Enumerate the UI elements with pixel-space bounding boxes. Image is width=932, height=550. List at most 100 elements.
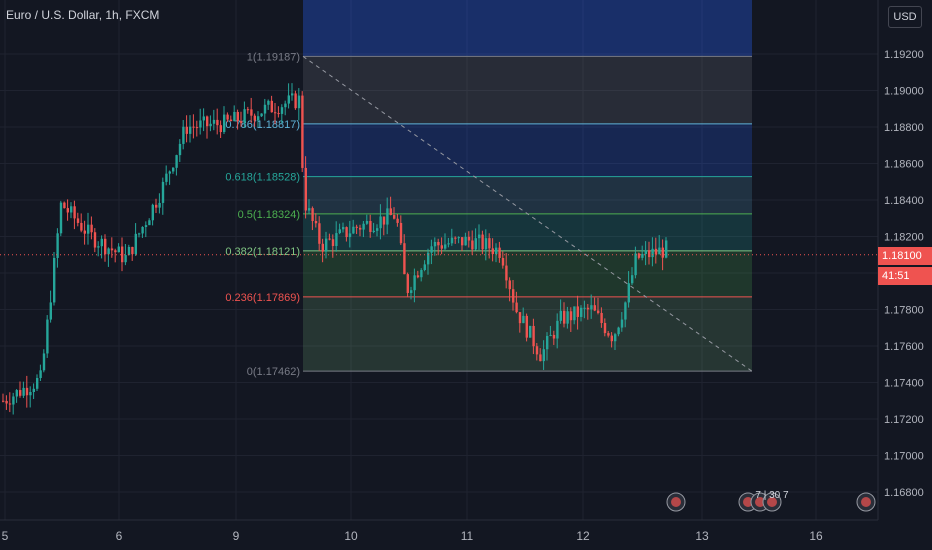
candles [2, 83, 668, 415]
candle-body [420, 270, 423, 278]
event-flag-icon [671, 497, 681, 507]
candle-body [583, 307, 586, 309]
candle-body [90, 224, 93, 233]
candle-body [396, 218, 399, 223]
candle-body [624, 302, 627, 320]
candle-body [478, 234, 481, 239]
candle-body [97, 246, 100, 248]
current-price-tag: 1.18100 [878, 247, 932, 265]
candle-body [525, 315, 528, 338]
time-tick-label: 10 [344, 529, 358, 543]
candle-body [219, 125, 222, 133]
candle-body [464, 236, 467, 246]
price-tick-label: 1.17600 [884, 341, 924, 353]
candle-body [192, 126, 195, 128]
candle-body [15, 390, 18, 397]
candle-body [512, 289, 515, 303]
candle-body [8, 403, 12, 405]
candle-body [70, 206, 73, 213]
candle-body [131, 246, 134, 255]
event-count-label: 7 | 30 7 [755, 490, 789, 501]
fib-level-label: 0(1.17462) [247, 366, 300, 378]
candle-body [488, 238, 491, 249]
fib-level-label: 1(1.19187) [247, 51, 300, 63]
candle-body [641, 254, 644, 258]
candle-body [314, 220, 318, 224]
time-tick-label: 16 [809, 529, 823, 543]
candle-body [505, 265, 508, 281]
candle-body [471, 240, 474, 250]
candle-body [195, 127, 199, 129]
candle-body [430, 246, 433, 253]
candle-body [518, 312, 522, 324]
candle-body [73, 206, 76, 219]
fib-level-label: 0.382(1.18121) [225, 246, 300, 258]
bar-countdown-tag: 41:51 [878, 267, 932, 285]
candle-body [369, 220, 372, 232]
candle-body [403, 243, 406, 275]
candle-body [110, 248, 114, 251]
time-tick-label: 5 [2, 529, 9, 543]
candle-body [161, 181, 165, 203]
candle-body [495, 247, 498, 255]
candle-body [566, 311, 569, 324]
candle-body [508, 280, 511, 290]
candle-body [569, 311, 573, 321]
candle-body [155, 204, 158, 208]
candle-body [87, 224, 90, 234]
candle-body [165, 173, 168, 182]
price-tick-label: 1.17400 [884, 378, 924, 390]
candle-body [121, 246, 124, 263]
candle-body [226, 114, 229, 120]
event-flag-icon [743, 497, 753, 507]
price-tick-label: 1.18600 [884, 159, 924, 171]
candle-body [189, 126, 192, 134]
candle-body [539, 354, 542, 362]
fib-zone [303, 250, 752, 297]
candle-body [158, 202, 161, 208]
candle-body [144, 225, 148, 227]
candle-body [321, 243, 324, 252]
candle-body [257, 116, 260, 121]
price-tick-label: 1.17800 [884, 305, 924, 317]
candle-body [175, 155, 178, 168]
candle-body [348, 233, 352, 238]
price-tick-label: 1.17200 [884, 414, 924, 426]
candle-body [185, 126, 188, 134]
candle-body [29, 391, 32, 396]
candle-body [406, 274, 409, 293]
candle-body [413, 275, 416, 291]
candle-body [665, 240, 668, 258]
candle-body [335, 233, 338, 247]
candle-body [437, 241, 440, 246]
candle-body [559, 310, 562, 321]
candle-body [202, 116, 205, 121]
candle-body [297, 95, 301, 109]
candle-body [216, 119, 219, 126]
candle-body [382, 216, 386, 225]
candle-body [182, 126, 185, 144]
currency-button[interactable]: USD [888, 6, 922, 28]
candle-body [484, 238, 488, 250]
candle-body [42, 353, 46, 371]
candle-body [308, 208, 311, 211]
symbol-title[interactable]: Euro / U.S. Dollar, 1h, FXCM [6, 8, 160, 22]
candle-body [481, 234, 484, 250]
candle-body [178, 143, 182, 156]
candle-body [284, 103, 287, 108]
candle-body [236, 111, 239, 122]
candle-body [440, 245, 443, 249]
candle-body [620, 319, 624, 328]
candle-body [614, 334, 617, 342]
candle-body [627, 283, 630, 303]
candle-body [447, 243, 450, 245]
fib-zone-top [303, 0, 752, 57]
price-tick-label: 1.19000 [884, 86, 924, 98]
candle-body [294, 93, 297, 109]
candle-body [107, 248, 110, 255]
candle-body [498, 247, 501, 258]
candle-body [352, 226, 355, 234]
candle-body [328, 238, 331, 240]
candle-body [331, 239, 335, 247]
